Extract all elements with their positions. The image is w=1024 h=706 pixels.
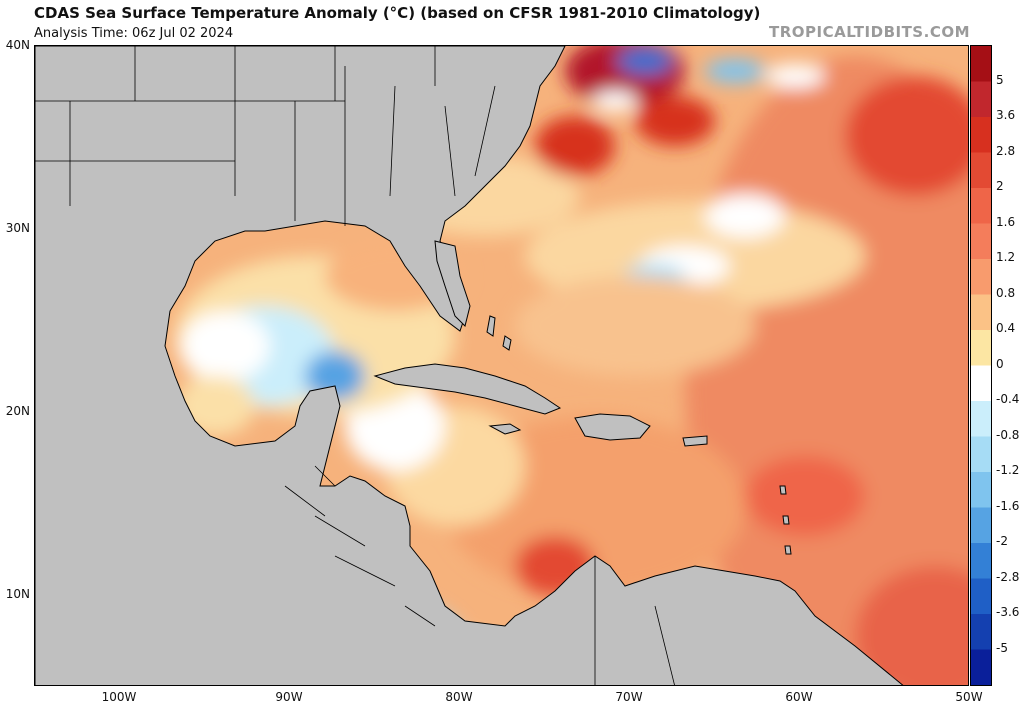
hispaniola xyxy=(574,413,651,441)
colorbar-swatch xyxy=(971,472,991,508)
colorbar-swatch xyxy=(971,294,991,331)
lat-label-10n: 10N xyxy=(5,587,30,601)
colorbar-tick-label: -0.8 xyxy=(996,427,1020,442)
colorbar-tick-label: 2 xyxy=(996,179,1004,193)
colorbar-swatch xyxy=(971,188,991,224)
puerto-rico xyxy=(682,435,708,447)
colorbar-tick-label: 1.6 xyxy=(996,214,1016,229)
colorbar-swatches xyxy=(971,46,991,685)
colorbar-swatch xyxy=(971,46,991,82)
colorbar-swatch xyxy=(971,259,991,295)
colorbar-swatch xyxy=(971,365,991,402)
political-borders xyxy=(35,46,675,685)
lon-label-70w: 70W xyxy=(615,690,643,704)
colorbar-swatch xyxy=(971,507,991,544)
lat-label-20n: 20N xyxy=(5,404,30,418)
colorbar-swatch xyxy=(971,436,991,473)
colorbar-swatch xyxy=(971,81,991,118)
colorbar-tick-label: -1.2 xyxy=(996,463,1020,477)
map-title: CDAS Sea Surface Temperature Anomaly (°C… xyxy=(34,4,761,22)
colorbar-tick-label: -3.6 xyxy=(996,605,1020,619)
colorbar-swatch xyxy=(971,649,991,685)
colorbar-tick-label: 0.4 xyxy=(996,321,1016,335)
florida xyxy=(434,240,471,327)
lon-label-90w: 90W xyxy=(275,690,303,704)
lat-label-30n: 30N xyxy=(5,221,30,235)
colorbar-swatch xyxy=(971,578,991,615)
colorbar-tick-label: -5 xyxy=(996,640,1008,655)
colorbar-tick-label: 3.6 xyxy=(996,108,1016,122)
colorbar-swatch xyxy=(971,330,991,366)
colorbar-tick-label: -2 xyxy=(996,534,1008,548)
lat-label-40n: 40N xyxy=(5,38,30,52)
lon-label-100w: 100W xyxy=(101,690,137,704)
watermark: TROPICALTIDBITS.COM xyxy=(769,23,970,41)
analysis-time: Analysis Time: 06z Jul 02 2024 xyxy=(34,26,234,41)
lon-label-60w: 60W xyxy=(785,690,813,704)
colorbar-swatch xyxy=(971,543,991,579)
colorbar-swatch xyxy=(971,152,991,189)
colorbar-tick-label: -1.6 xyxy=(996,498,1020,513)
jamaica xyxy=(488,423,522,435)
map-svg xyxy=(35,46,968,685)
colorbar-tick-label: 1.2 xyxy=(996,250,1016,264)
colorbar-tick-label: 5 xyxy=(996,72,1004,87)
lesser-antilles xyxy=(779,485,792,555)
colorbar-tick-label: -0.4 xyxy=(996,392,1020,406)
bahamas xyxy=(486,315,512,351)
land xyxy=(35,46,904,685)
colorbar-tick-label: 0.8 xyxy=(996,285,1016,300)
colorbar xyxy=(970,45,992,686)
colorbar-swatch xyxy=(971,223,991,260)
lon-label-50w: 50W xyxy=(955,690,983,704)
colorbar-swatch xyxy=(971,614,991,650)
colorbar-swatch xyxy=(971,401,991,437)
lon-label-80w: 80W xyxy=(445,690,473,704)
cuba xyxy=(373,363,562,415)
colorbar-tick-label: -2.8 xyxy=(996,569,1020,584)
sst-anomaly-map xyxy=(34,45,969,686)
colorbar-swatch xyxy=(971,117,991,153)
colorbar-tick-label: 0 xyxy=(996,356,1004,371)
colorbar-tick-label: 2.8 xyxy=(996,143,1016,158)
